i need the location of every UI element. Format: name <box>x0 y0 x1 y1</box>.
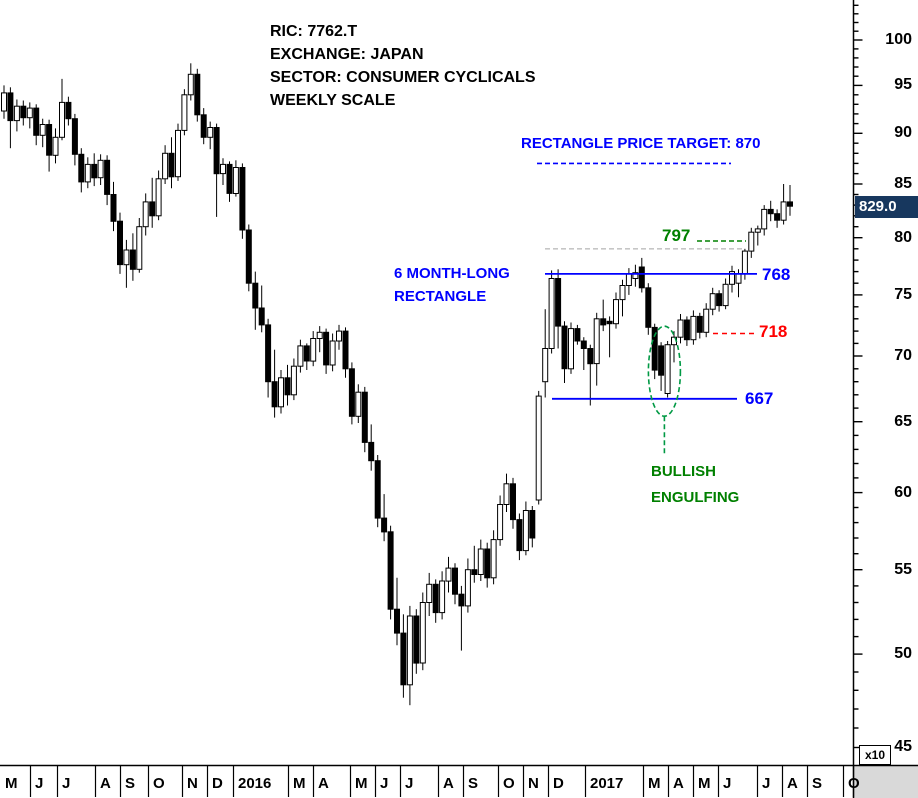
level-667-label: 667 <box>745 389 774 408</box>
month-label: A <box>100 775 111 792</box>
month-label: O <box>503 775 515 792</box>
month-label: J <box>35 775 44 792</box>
title-exchange: EXCHANGE: JAPAN <box>270 46 424 63</box>
price-axis-label: 55 <box>894 561 912 578</box>
month-label: J <box>405 775 414 792</box>
month-label: N <box>187 775 198 792</box>
month-label: D <box>553 775 564 792</box>
axis-multiplier-badge: x10 <box>859 745 891 765</box>
level-768-label: 768 <box>762 265 791 284</box>
month-label: A <box>787 775 798 792</box>
month-label: 2017 <box>590 775 624 792</box>
price-axis-label: 60 <box>894 484 912 501</box>
month-label: 2016 <box>238 775 272 792</box>
bullish-engulfing-line1: BULLISH <box>651 463 716 480</box>
month-label: M <box>5 775 18 792</box>
month-label: D <box>212 775 223 792</box>
rectangle-annotation: 6 MONTH-LONG RECTANGLE <box>394 262 510 308</box>
price-axis-label: 65 <box>894 413 912 430</box>
rectangle-annotation-line1: 6 MONTH-LONG <box>394 265 510 282</box>
title-ric: RIC: 7762.T <box>270 23 358 40</box>
price-axis-label: 85 <box>894 175 912 192</box>
price-axis-label: 100 <box>885 31 912 48</box>
level-718-label: 718 <box>759 322 788 341</box>
rectangle-annotation-line2: RECTANGLE <box>394 288 487 305</box>
bullish-engulfing-annotation: BULLISH ENGULFING <box>651 459 739 511</box>
candles <box>1 63 793 706</box>
price-axis-label: 75 <box>894 286 912 303</box>
bullish-engulfing-line2: ENGULFING <box>651 489 740 506</box>
month-label: O <box>153 775 165 792</box>
price-axis-label: 45 <box>894 738 912 755</box>
month-label: S <box>125 775 136 792</box>
month-label: J <box>380 775 389 792</box>
month-label: O <box>848 775 860 792</box>
price-axis-label: 90 <box>894 124 912 141</box>
price-axis-label: 80 <box>894 229 912 246</box>
month-label: A <box>673 775 684 792</box>
month-label: J <box>723 775 732 792</box>
month-label: S <box>812 775 823 792</box>
month-label: J <box>62 775 71 792</box>
current-price-tag: 829.0 <box>855 196 918 218</box>
price-axis-label: 70 <box>894 347 912 364</box>
level-797-label: 797 <box>662 226 691 245</box>
price-target-annotation: RECTANGLE PRICE TARGET: 870 <box>521 135 761 152</box>
annotation-lines <box>537 162 757 400</box>
title-sector: SECTOR: CONSUMER CYCLICALS <box>270 69 536 86</box>
month-label: M <box>648 775 661 792</box>
price-axis-label: 50 <box>894 645 912 662</box>
month-label: J <box>762 775 771 792</box>
month-label: M <box>698 775 711 792</box>
month-label: S <box>468 775 479 792</box>
month-label: A <box>318 775 329 792</box>
month-label: N <box>528 775 539 792</box>
month-label: A <box>443 775 454 792</box>
title-scale: WEEKLY SCALE <box>270 92 396 109</box>
price-axis-label: 95 <box>894 76 912 93</box>
bullish-engulfing-ellipse <box>647 325 682 455</box>
month-label: M <box>293 775 306 792</box>
chart-title-block: RIC: 7762.T EXCHANGE: JAPAN SECTOR: CONS… <box>270 20 536 112</box>
month-label: M <box>355 775 368 792</box>
